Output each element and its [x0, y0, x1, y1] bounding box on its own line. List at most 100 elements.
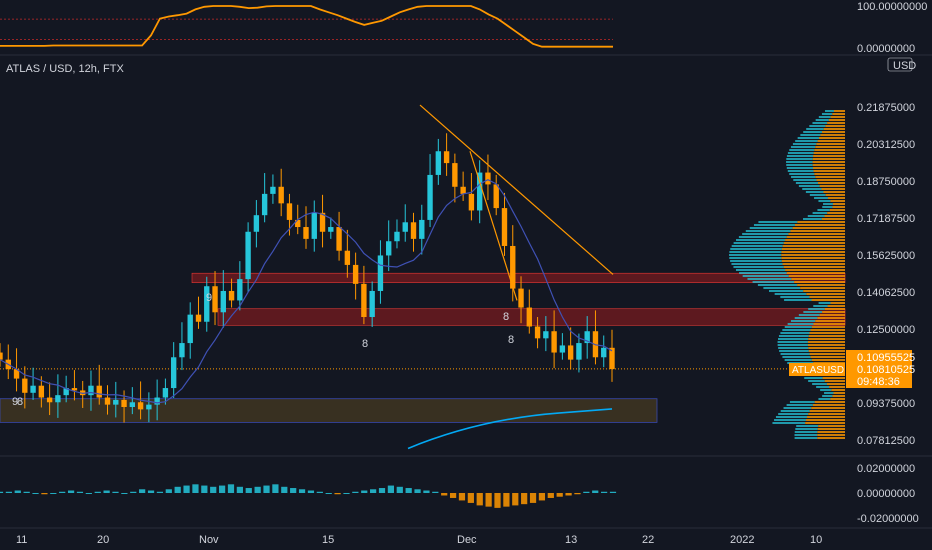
volume-profile-bar-up [778, 413, 809, 415]
candle-body [452, 163, 458, 187]
candle-body [245, 231, 251, 280]
volume-profile-bar-up [789, 401, 815, 403]
histogram-tick-label: 0.02000000 [857, 463, 915, 475]
histogram-bar [485, 493, 492, 507]
price-tick-label: 0.18750000 [857, 176, 915, 188]
volume-profile-bar-down [831, 389, 845, 391]
volume-profile-bar-up [795, 428, 818, 430]
volume-profile-bar-down [822, 131, 845, 133]
volume-profile-bar-up [758, 221, 798, 223]
histogram-bar [201, 485, 208, 493]
volume-profile-bar-down [811, 326, 845, 328]
histogram-bar [14, 490, 21, 493]
candle-body [38, 385, 45, 398]
volume-profile-bar-down [781, 260, 845, 262]
candle-body [352, 264, 359, 284]
volume-profile-bar-down [817, 140, 845, 142]
candle-body [419, 219, 425, 239]
volume-profile-bar-up [796, 425, 819, 427]
histogram-bar [325, 493, 332, 494]
volume-profile-bar-down [782, 263, 845, 265]
volume-profile-bar-up [814, 197, 828, 199]
histogram-bar [494, 493, 501, 508]
volume-profile-bar-down [828, 119, 845, 121]
volume-profile-bar-down [819, 314, 845, 316]
volume-profile-bar-down [809, 332, 845, 334]
candle-body [204, 286, 210, 322]
volume-profile-bar-up [786, 404, 813, 406]
candle-body [344, 250, 351, 265]
histogram-bar [272, 484, 279, 493]
volume-profile-bar-up [739, 272, 787, 274]
volume-profile-bar-down [825, 125, 845, 127]
histogram-bar [378, 488, 386, 493]
histogram-bar [361, 490, 368, 493]
histogram-bar [32, 493, 39, 494]
volume-profile-bar-down [830, 302, 845, 304]
candle-body [493, 184, 499, 209]
histogram-bar [218, 485, 226, 493]
histogram-tick-label: 0.00000000 [857, 488, 915, 500]
histogram-bar [174, 486, 181, 493]
histogram-bar [147, 490, 155, 493]
histogram-bar [467, 493, 474, 503]
volume-profile-bar-down [832, 395, 845, 397]
time-tick-label: 20 [97, 534, 109, 546]
price-badge-upper: 0.10955525 [857, 352, 915, 364]
price-axis: 100.00000000 0.00000000 0.21875000 0.203125… [857, 1, 927, 525]
volume-profile-bar-up [784, 299, 812, 301]
annotation-label: 8 [17, 396, 23, 408]
volume-profile-bar-down [781, 254, 845, 256]
candle-body [543, 331, 549, 339]
histogram-bar [556, 493, 563, 497]
histogram-bar [227, 484, 235, 493]
candle-body [319, 212, 326, 232]
price-tick-label: 0.07812500 [857, 435, 915, 447]
histogram-panel [0, 484, 617, 508]
time-tick-label: 22 [642, 534, 654, 546]
histogram-bar [449, 493, 457, 498]
volume-profile-bar-down [832, 206, 845, 208]
volume-profile-bar-down [781, 257, 845, 259]
candle-body [303, 227, 309, 239]
volume-profile-bar-up [757, 284, 798, 286]
volume-profile-bar-up [790, 320, 816, 322]
volume-profile-bar-down [818, 137, 845, 139]
volume-profile-bar-up [793, 179, 817, 181]
candle-body [410, 222, 417, 239]
volume-profile-bar-up [731, 245, 783, 247]
volume-profile-bar-up [805, 191, 824, 193]
candle-body [179, 343, 185, 358]
volume-profile-bar-up [789, 173, 815, 175]
volume-profile-bar-up [795, 140, 818, 142]
volume-profile-bar-up [745, 230, 791, 232]
price-tick-label: 0.17187500 [857, 213, 915, 225]
volume-profile-bar-up [778, 338, 809, 340]
candle-body [228, 290, 235, 301]
price-badge-countdown: 09:48:36 [857, 376, 900, 388]
volume-profile-bar-down [808, 350, 845, 352]
volume-profile-bar-up [821, 113, 833, 115]
volume-profile-bar-down [817, 428, 845, 430]
histogram-bar [370, 489, 377, 493]
volume-profile-bar-down [811, 407, 845, 409]
volume-profile-bar-down [813, 170, 845, 172]
volume-profile-bar-down [821, 188, 845, 190]
volume-profile-bar-up [729, 257, 782, 259]
volume-profile-bar-down [812, 158, 845, 160]
volume-profile-bar-down [785, 239, 845, 241]
candle-body [96, 385, 102, 398]
time-tick-label: Dec [457, 534, 477, 546]
histogram-bar [503, 493, 510, 507]
histogram-bar [236, 486, 243, 493]
volume-profile-bar-up [794, 431, 818, 433]
candle-body [121, 399, 127, 408]
price-tick-label: 0.15625000 [857, 250, 915, 262]
candle-body [336, 227, 342, 251]
candle-body [526, 307, 532, 327]
candle-body [394, 231, 400, 242]
volume-profile-bar-down [806, 293, 845, 295]
time-tick-label: Nov [199, 534, 219, 546]
volume-profile-bar-down [810, 356, 845, 358]
